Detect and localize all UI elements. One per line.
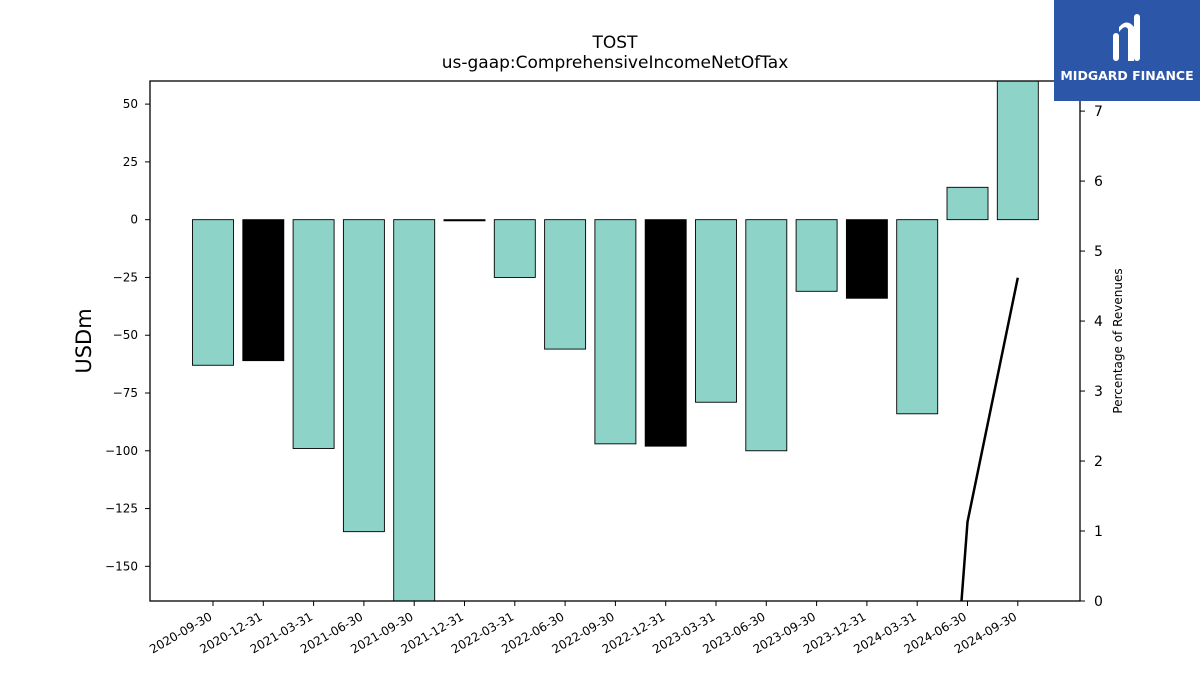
x-axis: 2020-09-302020-12-312021-03-312021-06-30… — [147, 601, 1019, 656]
bar-2020-09-30 — [192, 219, 234, 366]
bar-2021-03-31 — [292, 219, 335, 449]
bar-2022-06-30 — [544, 219, 587, 350]
bar-2023-06-30 — [745, 219, 788, 452]
y-tick-label: −25 — [113, 270, 138, 284]
y-tick-label: −75 — [113, 386, 138, 400]
y2-tick-label: 1 — [1094, 524, 1103, 540]
y-tick-label: 0 — [130, 213, 138, 227]
bar-2024-06-30 — [946, 186, 989, 221]
bar-2021-12-31 — [443, 219, 486, 222]
y-tick-label: 50 — [123, 97, 138, 111]
y2-tick-label: 4 — [1094, 314, 1103, 330]
y2-axis-label: Percentage of Revenues — [1111, 268, 1125, 413]
bar-2022-09-30 — [594, 219, 637, 445]
y-tick-label: −50 — [113, 328, 138, 342]
bar-2023-03-31 — [695, 219, 737, 403]
brand-logo: MIDGARD FINANCE — [1054, 0, 1200, 101]
y-tick-label: −100 — [105, 444, 138, 458]
midgard-logo-icon — [1113, 14, 1140, 61]
bars-layer — [192, 80, 1039, 602]
bar-2020-12-31 — [242, 219, 285, 362]
bar-2024-09-30 — [996, 80, 1039, 221]
y2-tick-label: 7 — [1094, 104, 1103, 120]
bar-2022-12-31 — [644, 219, 687, 447]
y2-tick-label: 2 — [1094, 454, 1103, 470]
y-axis-label: USDm — [72, 308, 96, 373]
bar-2022-03-31 — [493, 219, 536, 278]
bar-2023-09-30 — [795, 219, 838, 292]
y-tick-label: −125 — [105, 502, 138, 516]
percentage-line — [960, 277, 1020, 602]
logo-text: MIDGARD FINANCE — [1060, 68, 1194, 83]
bar-2021-06-30 — [342, 219, 385, 533]
y-axis-right: 0 1 2 3 4 5 6 7 — [1080, 104, 1103, 610]
bar-2021-09-30 — [393, 219, 436, 602]
y-axis-left: 50 25 0 −25 −50 −75 −100 −125 −150 — [105, 97, 150, 573]
y-tick-label: −150 — [105, 559, 138, 573]
y2-tick-label: 5 — [1094, 244, 1103, 260]
y-tick-label: 25 — [123, 155, 138, 169]
chart-subtitle: us-gaap:ComprehensiveIncomeNetOfTax — [442, 53, 789, 73]
chart-title: TOST — [592, 33, 639, 53]
bar-2024-03-31 — [896, 219, 939, 415]
y2-tick-label: 6 — [1094, 174, 1103, 190]
bar-2023-12-31 — [845, 219, 888, 299]
y2-tick-label: 0 — [1094, 594, 1103, 610]
y2-tick-label: 3 — [1094, 384, 1103, 400]
